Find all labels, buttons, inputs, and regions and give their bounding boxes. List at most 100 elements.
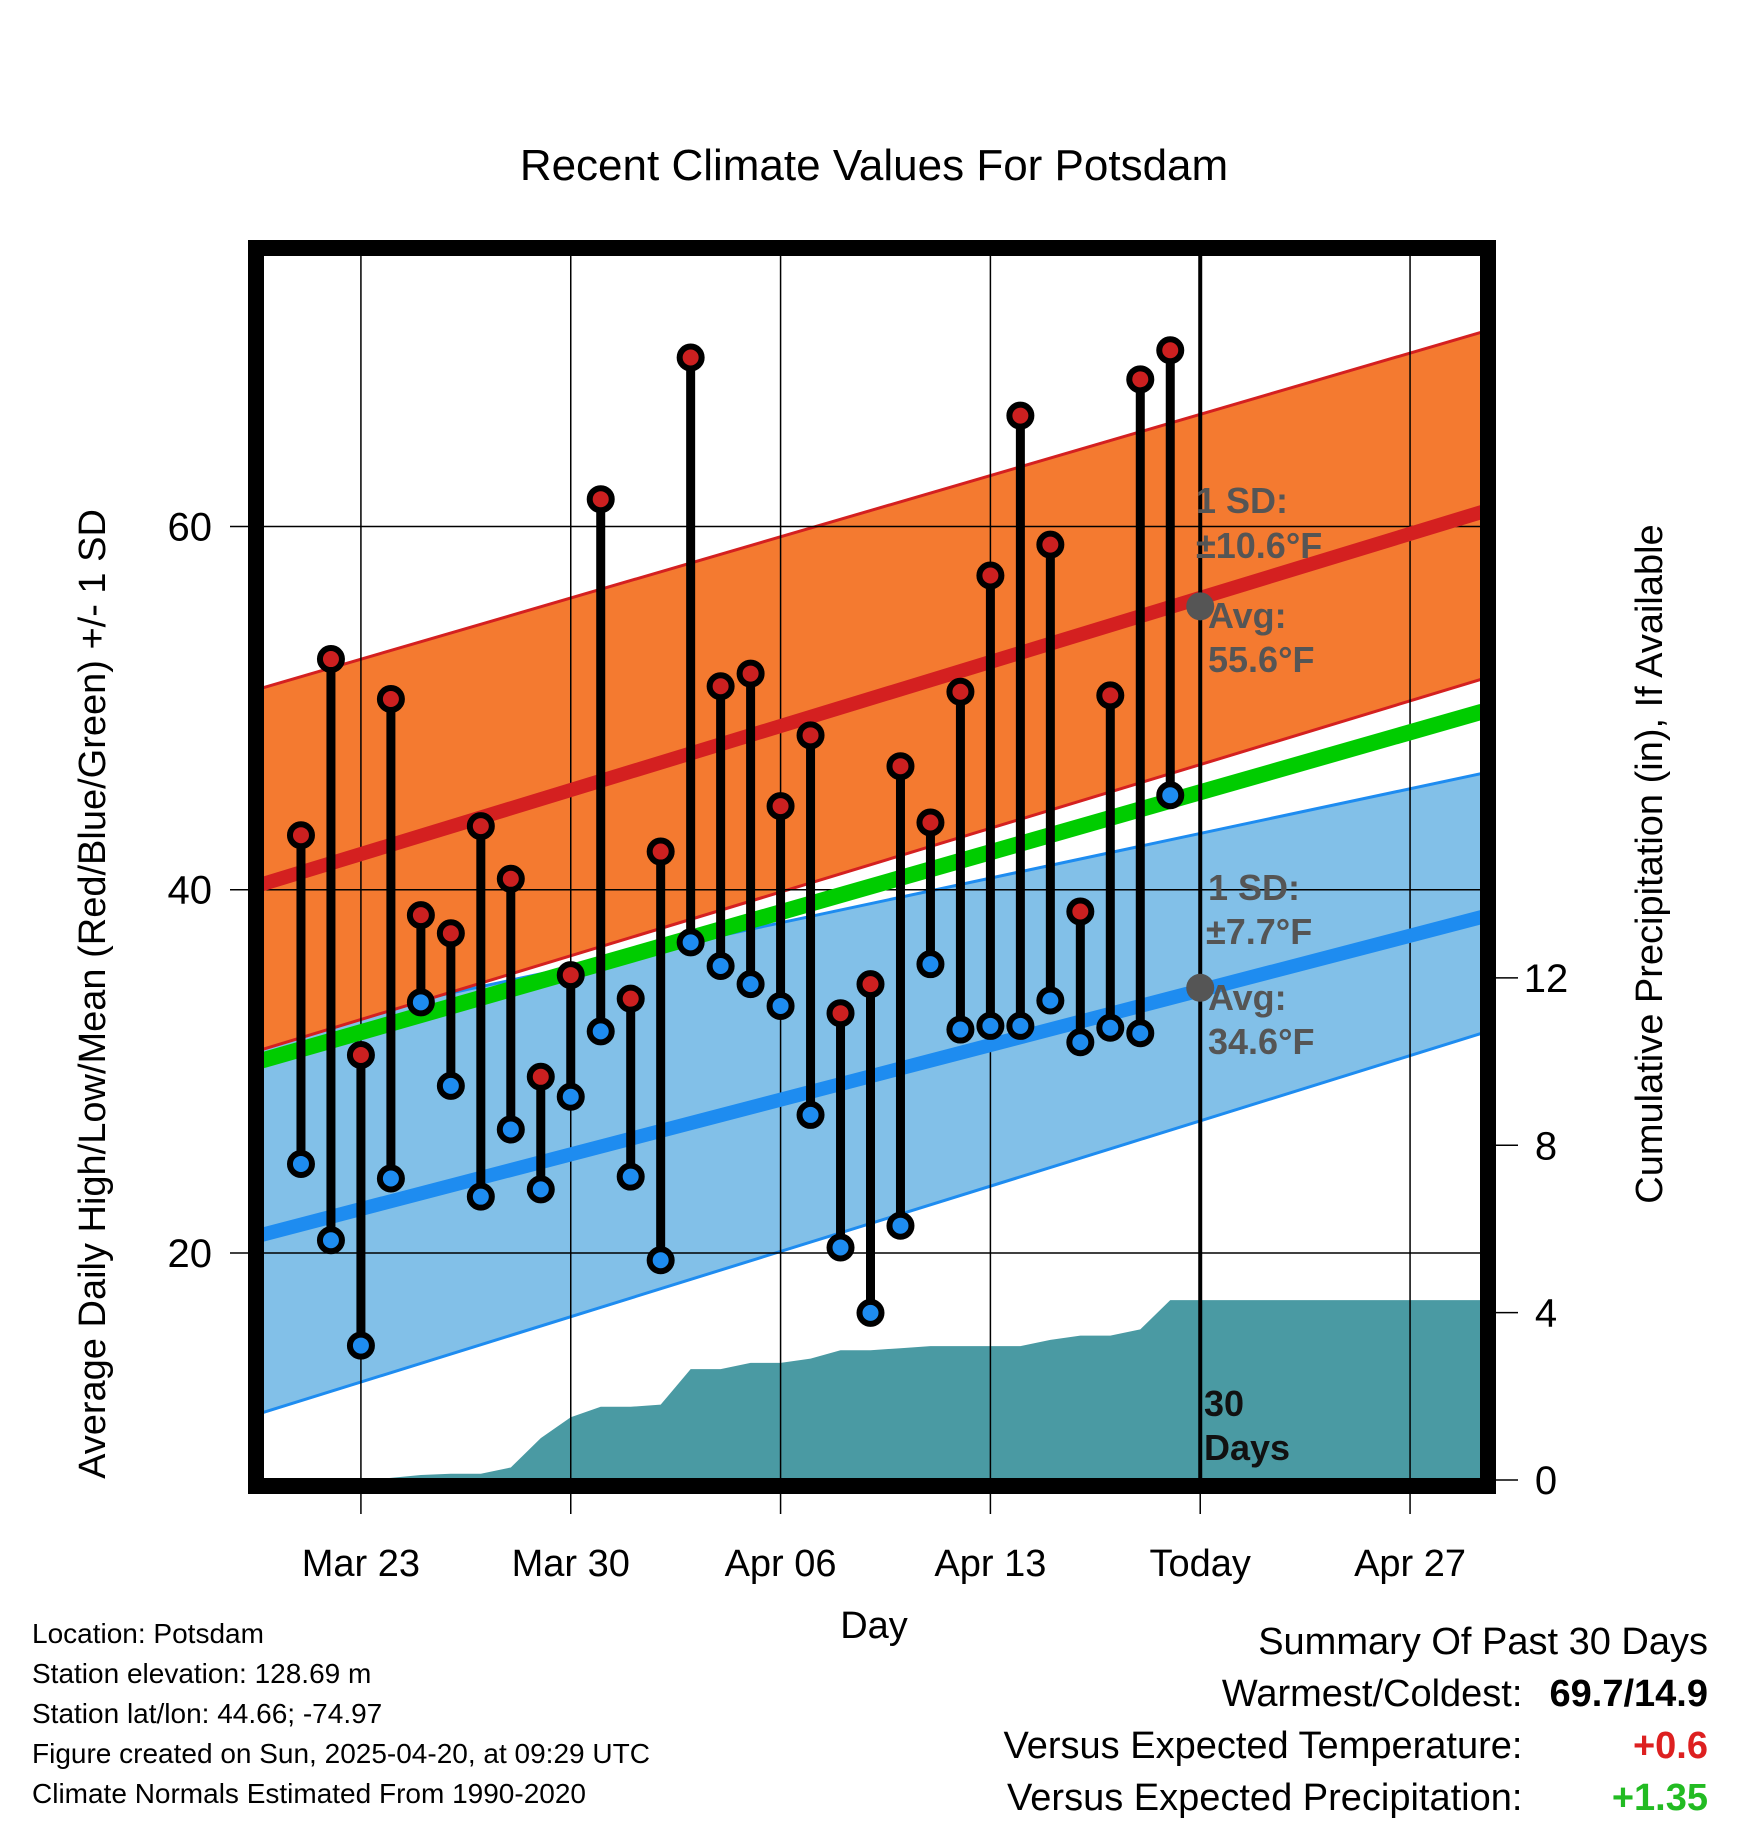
- daily-high-point: [556, 961, 585, 990]
- precipitation-row: Versus Expected Precipitation: +1.35: [1004, 1772, 1708, 1824]
- y-tick-label: 60: [168, 505, 213, 549]
- daily-low-point: [1096, 1013, 1125, 1042]
- temperature-label: Versus Expected Temperature:: [1003, 1725, 1523, 1767]
- low-sd-value: ±7.7°F: [1206, 911, 1312, 952]
- daily-high-point: [586, 485, 615, 514]
- daily-low-point: [1036, 986, 1065, 1015]
- daily-low-point: [1066, 1028, 1095, 1057]
- daily-high-point: [736, 659, 765, 688]
- daily-low-point: [496, 1115, 525, 1144]
- x-tick-label: Apr 27: [1354, 1543, 1466, 1585]
- x-axis-label: Day: [840, 1605, 908, 1647]
- daily-high-point: [496, 864, 525, 893]
- daily-low-point: [886, 1211, 915, 1240]
- daily-low-point: [676, 928, 705, 957]
- y2-tick-label: 8: [1535, 1124, 1557, 1168]
- daily-high-point: [1126, 365, 1155, 394]
- warmest-coldest-label: Warmest/Coldest:: [1221, 1673, 1523, 1715]
- elevation-text: Station elevation: 128.69 m: [32, 1658, 372, 1689]
- daily-high-point: [466, 812, 495, 841]
- normal-mean-line: [259, 704, 1485, 1069]
- x-tick-label: Today: [1150, 1543, 1251, 1585]
- daily-high-point: [1096, 681, 1125, 710]
- daily-high-point: [616, 984, 645, 1013]
- station-info: Location: Potsdam Station elevation: 128…: [32, 1614, 650, 1814]
- daily-low-point: [316, 1226, 345, 1255]
- daily-low-point: [466, 1182, 495, 1211]
- daily-low-point: [616, 1162, 645, 1191]
- daily-high-point: [316, 645, 345, 674]
- precipitation-area: [270, 1300, 1482, 1480]
- daily-high-point: [976, 561, 1005, 590]
- y2-tick-label: 0: [1535, 1459, 1557, 1503]
- daily-low-point: [436, 1071, 465, 1100]
- daily-high-point: [1036, 530, 1065, 559]
- daily-high-point: [886, 752, 915, 781]
- high-sd-band-lower-edge: [261, 677, 1483, 1051]
- daily-low-point: [556, 1082, 585, 1111]
- daily-high-point: [646, 837, 675, 866]
- daily-low-point: [796, 1100, 825, 1129]
- daily-low-point: [826, 1233, 855, 1262]
- y-tick-label: 40: [168, 869, 213, 913]
- precipitation-label: Versus Expected Precipitation:: [1007, 1777, 1523, 1819]
- low-sd-label: 1 SD:: [1208, 867, 1300, 908]
- days-word-label: Days: [1204, 1427, 1290, 1468]
- daily-high-point: [1006, 401, 1035, 430]
- location-text: Location: Potsdam: [32, 1618, 264, 1649]
- daily-low-point: [1126, 1019, 1155, 1048]
- high-sd-band-upper-edge: [261, 330, 1483, 690]
- daily-low-point: [1006, 1011, 1035, 1040]
- daily-high-point: [286, 821, 315, 850]
- x-tick-label: Mar 23: [302, 1543, 420, 1585]
- daily-low-point: [346, 1331, 375, 1360]
- low-sd-band-upper-edge: [261, 771, 1483, 1035]
- daily-high-point: [1066, 897, 1095, 926]
- daily-high-point: [946, 677, 975, 706]
- high-avg-label: Avg:: [1208, 595, 1287, 636]
- daily-low-point: [976, 1011, 1005, 1040]
- daily-low-point: [1156, 781, 1185, 810]
- daily-high-point: [676, 343, 705, 372]
- daily-high-point: [916, 808, 945, 837]
- y-axis-label: Average Daily High/Low/Mean (Red/Blue/Gr…: [72, 509, 114, 1479]
- summary-title: Summary Of Past 30 Days: [1258, 1621, 1708, 1663]
- daily-low-point: [406, 988, 435, 1017]
- daily-high-point: [766, 792, 795, 821]
- high-sd-value: ±10.6°F: [1196, 525, 1322, 566]
- daily-low-point: [526, 1175, 555, 1204]
- plot-frame: [248, 240, 1496, 1494]
- low-avg-value: 34.6°F: [1208, 1021, 1314, 1062]
- summary-panel: Summary Of Past 30 Days Warmest/Coldest:…: [1004, 1616, 1708, 1824]
- high-avg-value: 55.6°F: [1208, 639, 1314, 680]
- daily-high-point: [706, 672, 735, 701]
- daily-low-point: [856, 1298, 885, 1327]
- daily-low-point: [586, 1017, 615, 1046]
- daily-high-point: [436, 919, 465, 948]
- high-sd-label: 1 SD:: [1196, 480, 1288, 521]
- y2-tick-label: 12: [1524, 957, 1569, 1001]
- temperature-row: Versus Expected Temperature: +0.6: [1004, 1720, 1708, 1772]
- daily-low-point: [646, 1246, 675, 1275]
- days-count-label: 30: [1204, 1383, 1244, 1424]
- latlon-text: Station lat/lon: 44.66; -74.97: [32, 1698, 383, 1729]
- daily-low-point: [736, 970, 765, 999]
- low-avg-label: Avg:: [1208, 977, 1287, 1018]
- daily-high-point: [796, 721, 825, 750]
- high-avg-marker: [1186, 592, 1215, 621]
- normal-high-line: [259, 505, 1485, 891]
- daily-low-point: [766, 991, 795, 1020]
- y2-axis-label: Cumulative Precipitation (in), If Availa…: [1629, 524, 1671, 1203]
- daily-low-point: [916, 950, 945, 979]
- daily-high-point: [346, 1040, 375, 1069]
- daily-high-point: [1156, 336, 1185, 365]
- temperature-value: +0.6: [1632, 1725, 1708, 1767]
- daily-high-point: [376, 684, 405, 713]
- daily-low-point: [946, 1015, 975, 1044]
- normals-text: Climate Normals Estimated From 1990-2020: [32, 1778, 586, 1809]
- daily-high-point: [856, 970, 885, 999]
- warmest-coldest-value: 69.7/14.9: [1549, 1673, 1708, 1715]
- daily-low-point: [706, 951, 735, 980]
- chart-title: Recent Climate Values For Potsdam: [520, 141, 1228, 190]
